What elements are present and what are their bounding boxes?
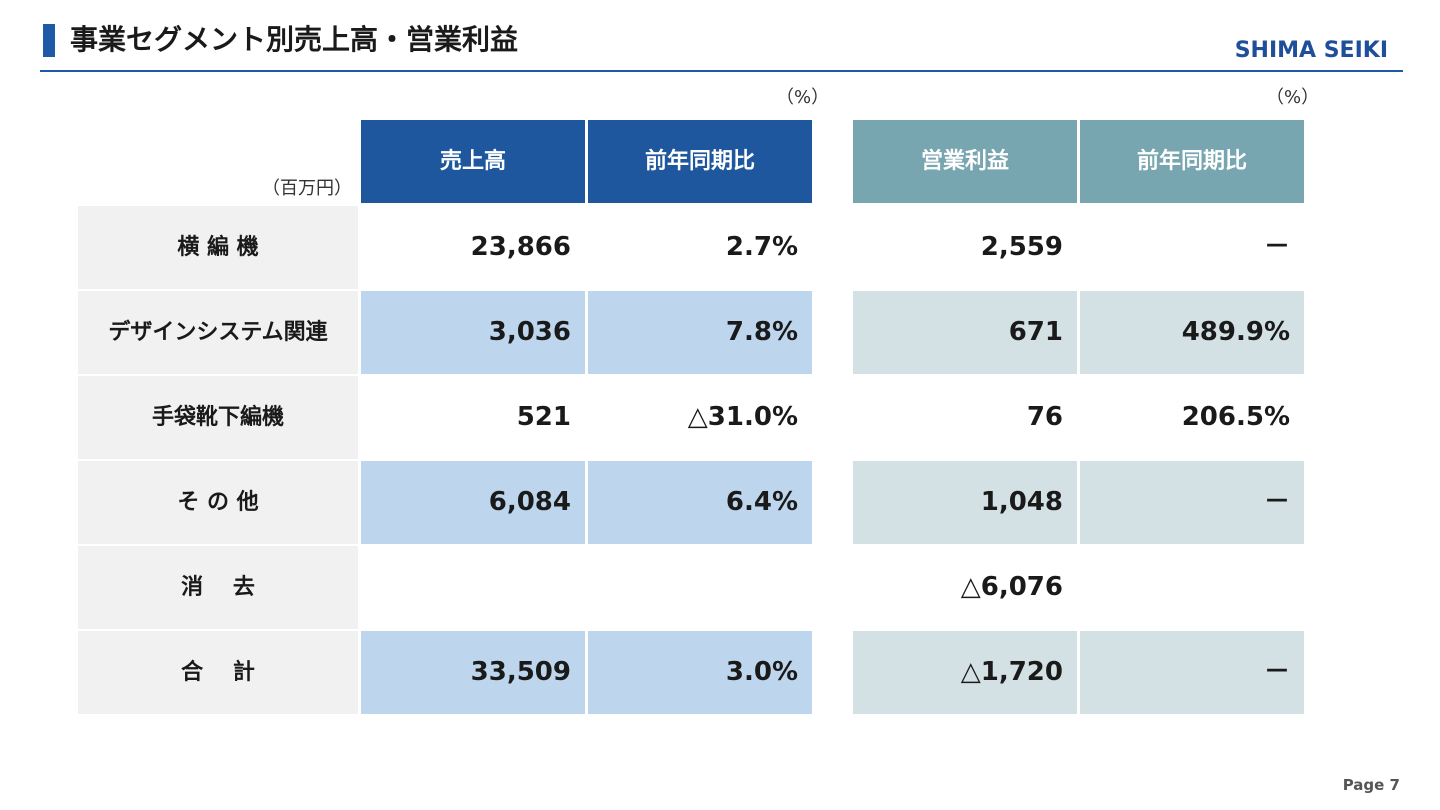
cell-sales: 3,036 [361, 291, 585, 374]
cell-operating-yoy: － [1080, 631, 1304, 714]
cell-sales-yoy: △31.0% [687, 402, 798, 432]
cell-sales-yoy: 6.4% [588, 461, 812, 544]
row-label-total: 合 計 [78, 631, 358, 714]
row-label-glove-sock-knitting: 手袋靴下編機 [78, 376, 358, 459]
unit-percent-right: （%） [1266, 87, 1320, 108]
unit-percent-left: （%） [776, 87, 830, 108]
title-accent-bar [43, 24, 55, 57]
company-logo: SHIMA SEIKI [1234, 38, 1388, 63]
col-header-sales-yoy: 前年同期比 [588, 120, 812, 203]
unit-million-yen: （百万円） [262, 178, 352, 199]
cell-operating-income: 2,559 [980, 232, 1063, 262]
cell-sales-yoy: 3.0% [588, 631, 812, 714]
cell-sales-yoy: 7.8% [588, 291, 812, 374]
cell-sales: 23,866 [470, 232, 571, 262]
cell-sales [361, 546, 585, 629]
cell-sales-yoy: 2.7% [725, 232, 798, 262]
col-header-operating-income: 営業利益 [853, 120, 1077, 203]
cell-operating-yoy [1080, 546, 1304, 629]
row-label-flat-knitting: 横 編 機 [78, 206, 358, 289]
row-label-eliminations: 消 去 [78, 546, 358, 629]
title-divider [40, 70, 1403, 72]
col-header-sales: 売上高 [361, 120, 585, 203]
cell-sales: 6,084 [361, 461, 585, 544]
cell-operating-yoy: 489.9% [1080, 291, 1304, 374]
cell-sales: 521 [516, 402, 571, 432]
page-title: 事業セグメント別売上高・営業利益 [70, 23, 519, 56]
cell-operating-income: 671 [853, 291, 1077, 374]
cell-sales: 33,509 [361, 631, 585, 714]
cell-operating-income: △6,076 [960, 572, 1063, 602]
cell-operating-yoy: － [1080, 461, 1304, 544]
page-number: Page 7 [1342, 776, 1400, 794]
cell-operating-yoy: － [1263, 232, 1290, 262]
col-header-operating-yoy: 前年同期比 [1080, 120, 1304, 203]
cell-operating-yoy: 206.5% [1181, 402, 1290, 432]
cell-operating-income: △1,720 [853, 631, 1077, 714]
cell-operating-income: 1,048 [853, 461, 1077, 544]
cell-sales-yoy [588, 546, 812, 629]
cell-operating-income: 76 [1026, 402, 1063, 432]
row-label-design-systems: デザインシステム関連 [78, 291, 358, 374]
row-label-others: そ の 他 [78, 461, 358, 544]
